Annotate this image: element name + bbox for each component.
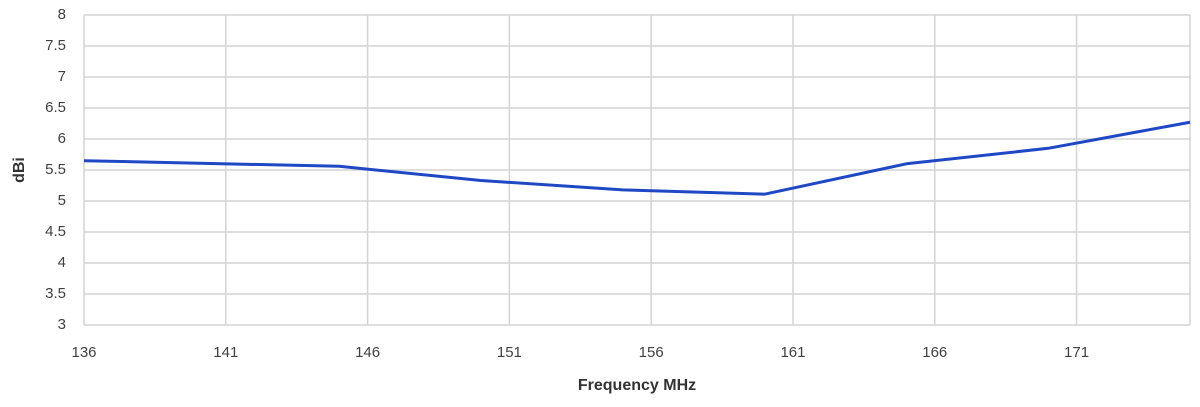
x-tick-label: 151 — [497, 344, 522, 361]
x-tick-label: 146 — [355, 344, 380, 361]
y-tick-label: 3 — [58, 316, 66, 333]
x-tick-label: 161 — [780, 344, 805, 361]
y-tick-label: 4.5 — [45, 223, 66, 240]
x-tick-label: 136 — [71, 344, 96, 361]
y-tick-label: 5 — [58, 192, 66, 209]
y-tick-label: 6 — [58, 130, 66, 147]
x-tick-label: 166 — [922, 344, 947, 361]
y-tick-label: 4 — [58, 254, 66, 271]
y-tick-label: 7 — [58, 68, 66, 85]
data-line — [83, 120, 1191, 196]
y-axis-label: dBi — [11, 157, 28, 183]
x-tick-label: 156 — [639, 344, 664, 361]
x-tick-label: 171 — [1064, 344, 1089, 361]
y-tick-label: 7.5 — [45, 37, 66, 54]
x-tick-label: 141 — [213, 344, 238, 361]
y-tick-label: 3.5 — [45, 285, 66, 302]
x-axis-label: Frequency MHz — [578, 377, 696, 394]
y-tick-label: 5.5 — [45, 161, 66, 178]
y-tick-label: 8 — [58, 6, 66, 23]
y-tick-label: 6.5 — [45, 99, 66, 116]
